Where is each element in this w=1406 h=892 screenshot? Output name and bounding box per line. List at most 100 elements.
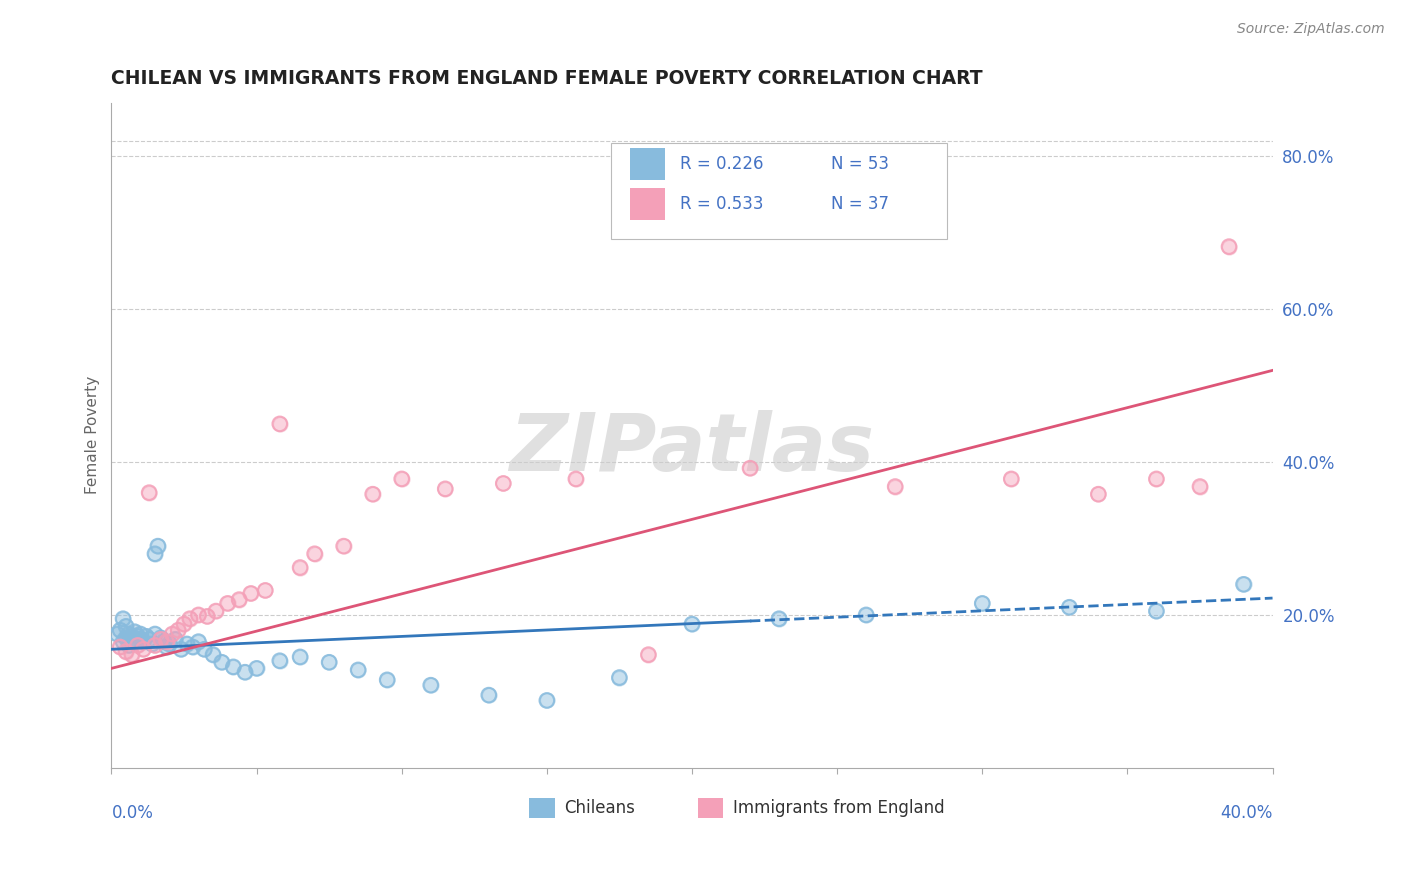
- Point: [108, 640, 131, 654]
- Point: [132, 634, 155, 648]
- Point: [149, 632, 172, 647]
- Point: [239, 586, 262, 600]
- Point: [121, 648, 143, 662]
- Point: [1059, 600, 1081, 615]
- Point: [222, 660, 245, 674]
- Point: [228, 592, 250, 607]
- Point: [855, 607, 877, 622]
- Point: [127, 629, 149, 643]
- Point: [187, 607, 209, 622]
- Point: [254, 583, 277, 598]
- Point: [1144, 604, 1167, 618]
- Point: [1059, 600, 1081, 615]
- Point: [121, 629, 143, 643]
- Point: [222, 660, 245, 674]
- Point: [1000, 472, 1022, 486]
- Point: [375, 673, 398, 687]
- Point: [434, 482, 457, 496]
- Point: [132, 642, 155, 657]
- Text: Chileans: Chileans: [564, 798, 636, 816]
- Point: [129, 627, 152, 641]
- Point: [347, 663, 370, 677]
- Point: [118, 639, 141, 653]
- Point: [167, 623, 190, 637]
- Point: [233, 665, 256, 680]
- Point: [179, 612, 201, 626]
- Point: [768, 612, 790, 626]
- Point: [419, 678, 441, 692]
- Point: [181, 640, 204, 654]
- Point: [565, 472, 588, 486]
- Point: [1144, 604, 1167, 618]
- Point: [193, 642, 215, 657]
- Point: [195, 609, 218, 624]
- Point: [205, 604, 228, 618]
- Point: [681, 617, 703, 632]
- Point: [129, 627, 152, 641]
- Point: [478, 688, 501, 702]
- Point: [165, 632, 187, 647]
- Point: [141, 637, 163, 651]
- Point: [138, 632, 160, 647]
- Point: [173, 617, 195, 632]
- Point: [972, 596, 994, 610]
- Point: [419, 678, 441, 692]
- Point: [111, 634, 134, 648]
- FancyBboxPatch shape: [630, 148, 665, 180]
- Point: [159, 637, 181, 651]
- Point: [115, 619, 138, 633]
- Point: [118, 627, 141, 641]
- Point: [108, 640, 131, 654]
- Point: [121, 648, 143, 662]
- Point: [478, 688, 501, 702]
- Point: [127, 639, 149, 653]
- Text: R = 0.226: R = 0.226: [681, 155, 763, 173]
- Point: [855, 607, 877, 622]
- FancyBboxPatch shape: [697, 797, 723, 818]
- Point: [738, 461, 761, 475]
- Point: [1218, 239, 1240, 253]
- Text: ZIPatlas: ZIPatlas: [509, 409, 875, 488]
- Point: [132, 634, 155, 648]
- Text: N = 53: N = 53: [831, 155, 890, 173]
- Point: [149, 631, 172, 645]
- Point: [187, 607, 209, 622]
- Point: [391, 472, 413, 486]
- Point: [155, 640, 177, 654]
- Text: N = 37: N = 37: [831, 194, 890, 213]
- Point: [135, 629, 157, 643]
- Point: [536, 693, 558, 707]
- Point: [288, 560, 311, 574]
- Point: [195, 609, 218, 624]
- Point: [115, 631, 138, 645]
- Text: 0.0%: 0.0%: [111, 805, 153, 822]
- Text: R = 0.533: R = 0.533: [681, 194, 763, 213]
- Point: [176, 637, 198, 651]
- Point: [245, 661, 267, 675]
- Point: [152, 634, 174, 648]
- Point: [972, 596, 994, 610]
- Point: [111, 634, 134, 648]
- FancyBboxPatch shape: [610, 143, 948, 239]
- Point: [135, 629, 157, 643]
- Point: [738, 461, 761, 475]
- Point: [536, 693, 558, 707]
- Point: [121, 632, 143, 647]
- Point: [288, 560, 311, 574]
- Point: [146, 539, 169, 553]
- Point: [239, 586, 262, 600]
- Point: [211, 655, 233, 669]
- Point: [132, 642, 155, 657]
- Point: [254, 583, 277, 598]
- Point: [609, 671, 631, 685]
- Point: [1188, 479, 1211, 493]
- Point: [170, 642, 193, 657]
- Point: [124, 634, 146, 648]
- Point: [884, 479, 907, 493]
- FancyBboxPatch shape: [530, 797, 555, 818]
- Point: [332, 539, 354, 553]
- Point: [127, 639, 149, 653]
- Point: [138, 485, 160, 500]
- Point: [118, 639, 141, 653]
- Point: [361, 487, 384, 501]
